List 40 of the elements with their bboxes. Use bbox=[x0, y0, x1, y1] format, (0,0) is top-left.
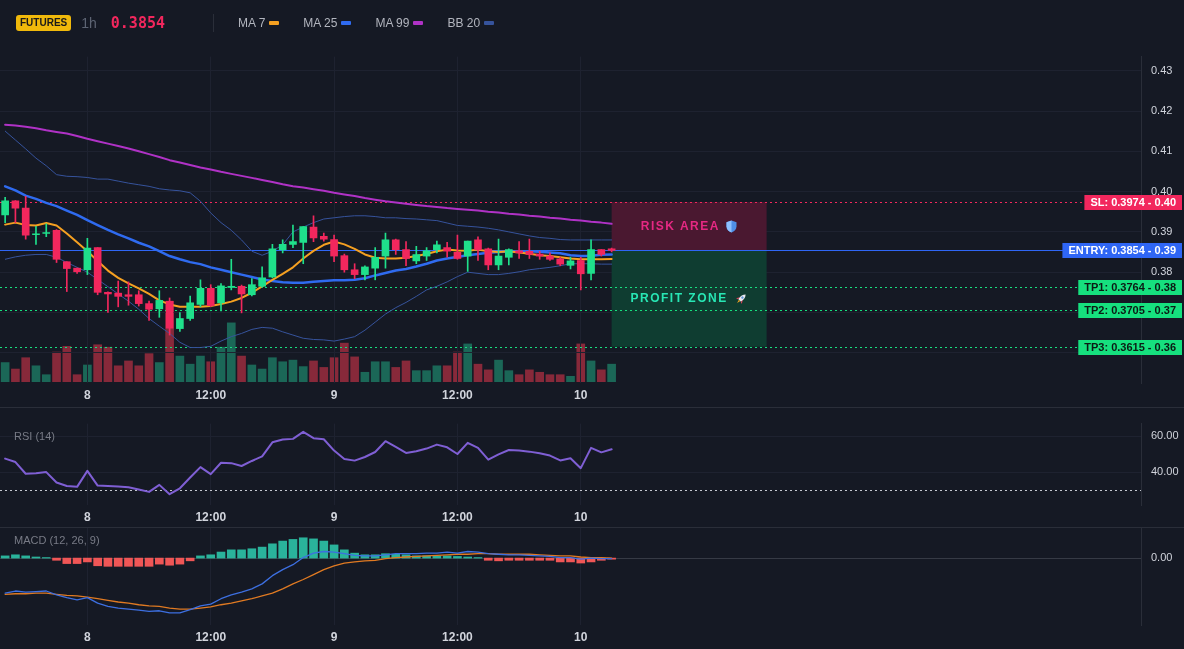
text: 0.3854 bbox=[110, 14, 165, 32]
chart-title: MACD (12, 26, 9) bbox=[14, 534, 100, 547]
legend-label: MA 25 bbox=[303, 16, 338, 30]
x-tick-label: 10 bbox=[574, 387, 588, 402]
x-tick-label: 9 bbox=[330, 387, 338, 402]
text: 1h bbox=[81, 15, 97, 31]
x-tick-label: 12:00 bbox=[442, 387, 474, 402]
x-tick-label: 12:00 bbox=[195, 509, 227, 524]
x-tick-label: 9 bbox=[330, 509, 338, 524]
legend-label: BB 20 bbox=[447, 16, 481, 30]
legend-label: MA 7 bbox=[238, 16, 266, 30]
band-label: PROFIT ZONE bbox=[630, 290, 728, 305]
x-tick-label: 10 bbox=[574, 509, 588, 524]
y-tick-label: 60.00 bbox=[1151, 429, 1179, 442]
x-tick-label: 8 bbox=[84, 629, 92, 644]
text: 0.00 bbox=[1151, 551, 1173, 564]
y-tick-label: 0.40 bbox=[1151, 184, 1173, 197]
ref-line-label: TP3: 0.3615 - 0.36 bbox=[1084, 340, 1177, 353]
text: RSI (14) bbox=[14, 429, 55, 442]
ref-line-label: TP2: 0.3705 - 0.37 bbox=[1084, 303, 1177, 316]
y-tick-label: 40.00 bbox=[1151, 465, 1179, 478]
ref-line-label: TP1: 0.3764 - 0.38 bbox=[1084, 280, 1177, 293]
ref-line-label: SL: 0.3974 - 0.40 bbox=[1090, 195, 1176, 208]
x-tick-label: 10 bbox=[574, 629, 588, 644]
x-tick-label: 12:00 bbox=[195, 629, 227, 644]
y-tick-label: 0.42 bbox=[1151, 104, 1173, 117]
x-tick-label: 8 bbox=[84, 387, 92, 402]
x-tick-label: 12:00 bbox=[442, 629, 474, 644]
x-tick-label: 9 bbox=[330, 629, 338, 644]
x-tick-label: 12:00 bbox=[442, 509, 474, 524]
legend-label: MA 99 bbox=[375, 16, 410, 30]
x-tick-label: 8 bbox=[84, 509, 92, 524]
text: FUTURES bbox=[16, 15, 72, 31]
x-tick-label: 12:00 bbox=[195, 387, 227, 402]
y-tick-label: 0.43 bbox=[1151, 63, 1173, 76]
y-tick-label: 0.41 bbox=[1151, 144, 1173, 157]
y-tick-label: 0.38 bbox=[1151, 265, 1173, 278]
ref-line-label: ENTRY: 0.3854 - 0.39 bbox=[1068, 243, 1176, 256]
y-tick-label: 0.39 bbox=[1151, 224, 1173, 237]
band-label: RISK AREA bbox=[640, 218, 720, 233]
